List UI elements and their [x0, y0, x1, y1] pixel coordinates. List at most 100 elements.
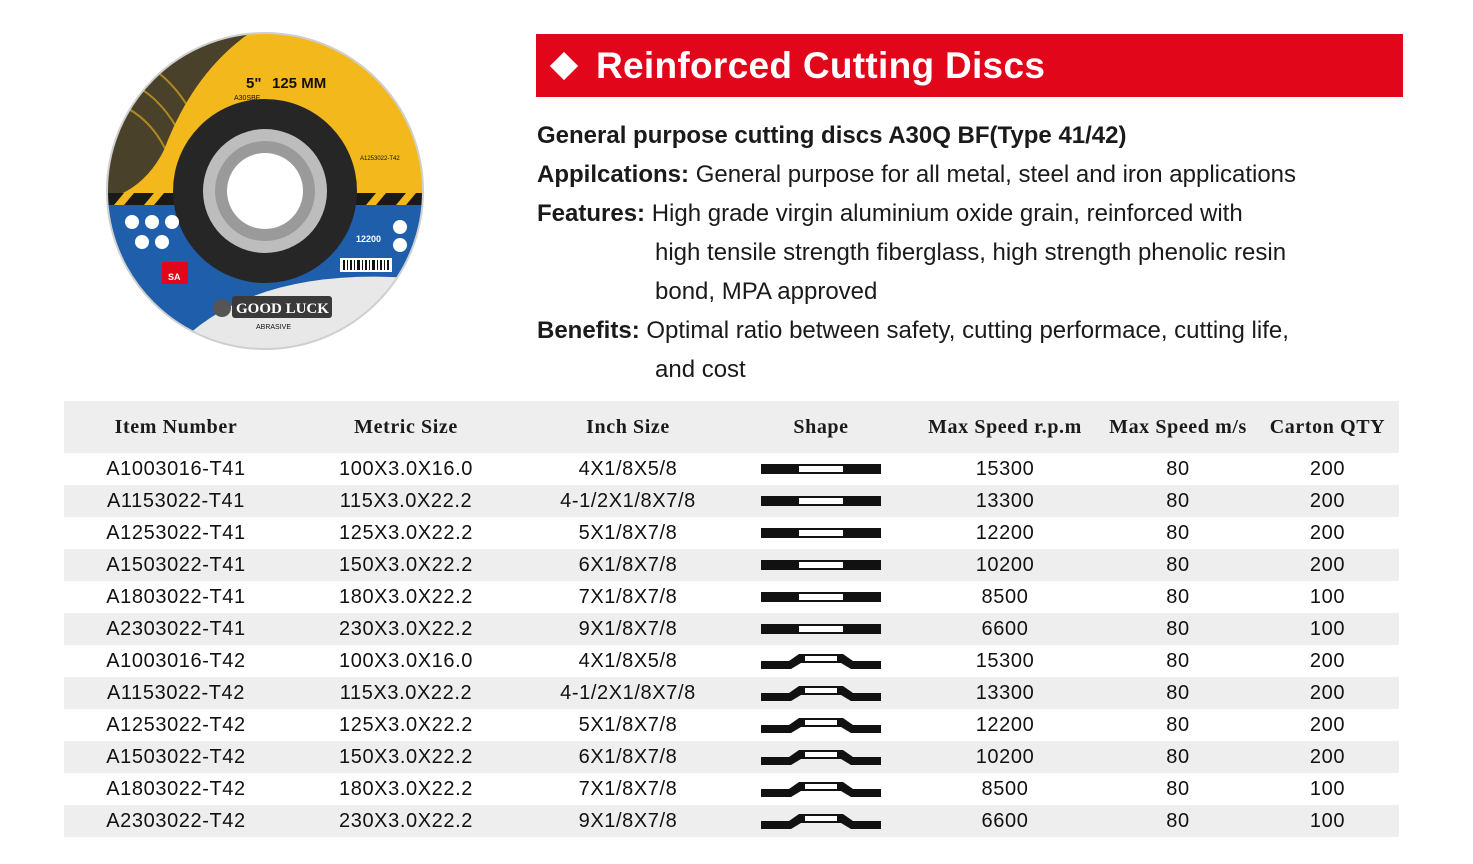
- flat-disc-shape-icon: [761, 624, 881, 634]
- benefits-label: Benefits:: [537, 317, 640, 344]
- item-number-cell: A1153022-T42: [106, 681, 246, 704]
- max-speed-rpm-cell: 10200: [975, 553, 1035, 576]
- shape-cell: [732, 494, 910, 508]
- table-row: A2303022-T42 230X3.0X22.2 9X1/8X7/8 6600 80 1…: [64, 805, 1399, 837]
- svg-text:125 MM: 125 MM: [272, 75, 326, 92]
- max-speed-rpm-cell: 13300: [975, 489, 1035, 512]
- metric-size-cell: 180X3.0X22.2: [339, 585, 473, 608]
- shape-cell: [732, 684, 910, 702]
- features-text-1: High grade virgin aluminium oxide grain,…: [651, 200, 1243, 227]
- cutting-disc-illustration: 5" 125 MM A30SBF A1253022-T42 12200 SA G…: [106, 32, 424, 350]
- metric-size-cell: 180X3.0X22.2: [339, 777, 473, 800]
- max-speed-rpm-cell: 10200: [975, 745, 1035, 768]
- inch-size-cell: 4X1/8X5/8: [578, 457, 678, 480]
- description-heading: General purpose cutting discs A30Q BF(Ty…: [537, 122, 1127, 149]
- inch-size-cell: 4X1/8X5/8: [578, 649, 678, 672]
- max-speed-ms-cell: 80: [1166, 681, 1190, 704]
- metric-size-cell: 125X3.0X22.2: [339, 713, 473, 736]
- benefits-text-2: and cost: [655, 356, 746, 383]
- shape-cell: [732, 780, 910, 798]
- inch-size-cell: 6X1/8X7/8: [578, 745, 678, 768]
- page-title: Reinforced Cutting Discs: [596, 44, 1046, 86]
- max-speed-ms-cell: 80: [1166, 745, 1190, 768]
- applications-text: General purpose for all metal, steel and…: [695, 161, 1297, 188]
- inch-size-cell: 4-1/2X1/8X7/8: [560, 681, 696, 704]
- table-row: A1153022-T41 115X3.0X22.2 4-1/2X1/8X7/8 133…: [64, 485, 1399, 517]
- shape-cell: [732, 590, 910, 604]
- header-max-speed-rpm: Max Speed r.p.m: [928, 415, 1082, 438]
- carton-qty-cell: 100: [1309, 617, 1346, 640]
- header-item-number: Item Number: [114, 415, 238, 438]
- shape-cell: [732, 622, 910, 636]
- svg-text:GOOD LUCK: GOOD LUCK: [236, 301, 329, 317]
- table-row: A1503022-T41 150X3.0X22.2 6X1/8X7/8 10200 80…: [64, 549, 1399, 581]
- max-speed-ms-cell: 80: [1166, 809, 1190, 832]
- max-speed-rpm-cell: 6600: [981, 809, 1029, 832]
- header-inch-size: Inch Size: [586, 415, 670, 438]
- item-number-cell: A1503022-T41: [106, 553, 246, 576]
- max-speed-rpm-cell: 15300: [975, 649, 1035, 672]
- carton-qty-cell: 200: [1309, 745, 1346, 768]
- max-speed-ms-cell: 80: [1166, 649, 1190, 672]
- metric-size-cell: 115X3.0X22.2: [339, 489, 473, 512]
- max-speed-ms-cell: 80: [1166, 585, 1190, 608]
- table-header: Item Number Metric Size Inch Size Shape …: [64, 401, 1399, 453]
- depressed-center-shape-icon: [761, 686, 881, 701]
- flat-disc-shape-icon: [761, 560, 881, 570]
- carton-qty-cell: 100: [1309, 777, 1346, 800]
- svg-text:12200: 12200: [356, 234, 381, 244]
- metric-size-cell: 150X3.0X22.2: [339, 745, 473, 768]
- inch-size-cell: 9X1/8X7/8: [578, 809, 678, 832]
- item-number-cell: A2303022-T41: [106, 617, 246, 640]
- features-text-3: bond, MPA approved: [655, 278, 878, 305]
- item-number-cell: A1253022-T42: [106, 713, 246, 736]
- shape-cell: [732, 748, 910, 766]
- carton-qty-cell: 200: [1309, 489, 1346, 512]
- item-number-cell: A1153022-T41: [106, 489, 246, 512]
- max-speed-ms-cell: 80: [1166, 521, 1190, 544]
- inch-size-cell: 5X1/8X7/8: [578, 713, 678, 736]
- max-speed-ms-cell: 80: [1166, 777, 1190, 800]
- product-disc-image: 5" 125 MM A30SBF A1253022-T42 12200 SA G…: [104, 30, 426, 352]
- inch-size-cell: 9X1/8X7/8: [578, 617, 678, 640]
- metric-size-cell: 100X3.0X16.0: [339, 457, 473, 480]
- table-row: A1503022-T42 150X3.0X22.2 6X1/8X7/8 10200 80…: [64, 741, 1399, 773]
- inch-size-cell: 4-1/2X1/8X7/8: [560, 489, 696, 512]
- max-speed-rpm-cell: 12200: [975, 521, 1035, 544]
- spec-table: Item Number Metric Size Inch Size Shape …: [64, 401, 1399, 837]
- shape-cell: [732, 558, 910, 572]
- shape-cell: [732, 652, 910, 670]
- svg-text:A1253022-T42: A1253022-T42: [360, 156, 400, 162]
- table-row: A1253022-T42 125X3.0X22.2 5X1/8X7/8 12200 80…: [64, 709, 1399, 741]
- shape-cell: [732, 716, 910, 734]
- header-carton-qty: Carton QTY: [1269, 415, 1386, 438]
- flat-disc-shape-icon: [761, 496, 881, 506]
- svg-text:SA: SA: [168, 272, 181, 282]
- item-number-cell: A1003016-T42: [106, 649, 246, 672]
- carton-qty-cell: 200: [1309, 553, 1346, 576]
- metric-size-cell: 125X3.0X22.2: [339, 521, 473, 544]
- item-number-cell: A1253022-T41: [106, 521, 246, 544]
- shape-cell: [732, 812, 910, 830]
- header-metric-size: Metric Size: [354, 415, 458, 438]
- svg-text:A30SBF: A30SBF: [234, 95, 260, 102]
- max-speed-ms-cell: 80: [1166, 457, 1190, 480]
- max-speed-rpm-cell: 13300: [975, 681, 1035, 704]
- carton-qty-cell: 200: [1309, 649, 1346, 672]
- shape-cell: [732, 526, 910, 540]
- depressed-center-shape-icon: [761, 750, 881, 765]
- item-number-cell: A1803022-T41: [106, 585, 246, 608]
- carton-qty-cell: 200: [1309, 521, 1346, 544]
- carton-qty-cell: 100: [1309, 585, 1346, 608]
- metric-size-cell: 230X3.0X22.2: [339, 809, 473, 832]
- features-text-2: high tensile strength fiberglass, high s…: [655, 239, 1287, 266]
- max-speed-ms-cell: 80: [1166, 617, 1190, 640]
- inch-size-cell: 5X1/8X7/8: [578, 521, 678, 544]
- title-banner: Reinforced Cutting Discs: [536, 34, 1403, 97]
- table-row: A2303022-T41 230X3.0X22.2 9X1/8X7/8 6600 80 1…: [64, 613, 1399, 645]
- header-shape: Shape: [793, 415, 849, 438]
- carton-qty-cell: 100: [1309, 809, 1346, 832]
- max-speed-rpm-cell: 8500: [981, 777, 1029, 800]
- svg-text:5": 5": [246, 75, 261, 92]
- table-row: A1253022-T41 125X3.0X22.2 5X1/8X7/8 12200 80…: [64, 517, 1399, 549]
